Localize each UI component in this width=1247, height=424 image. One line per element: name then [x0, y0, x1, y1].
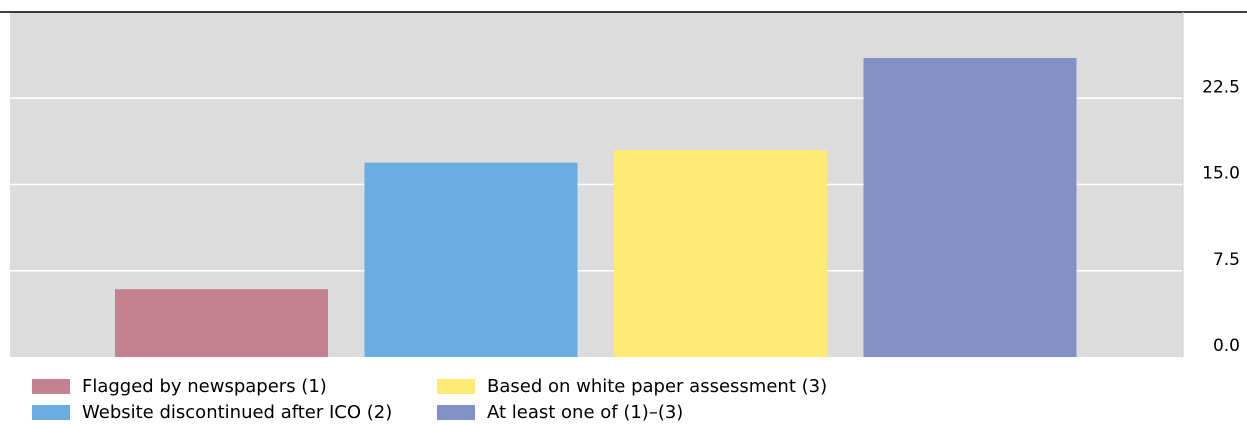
bar [614, 150, 827, 357]
legend-swatch [32, 404, 70, 420]
legend-item-newspapers: Flagged by newspapers (1) [32, 374, 437, 398]
legend-label: Based on white paper assessment (3) [487, 375, 828, 397]
bar [364, 162, 578, 357]
y-tick-label: 15.0 [1202, 164, 1240, 184]
legend-label: Flagged by newspapers (1) [82, 375, 327, 397]
bar [115, 289, 328, 357]
bar [863, 58, 1077, 357]
legend-item-website: Website discontinued after ICO (2) [32, 400, 437, 424]
legend: Flagged by newspapers (1) Based on white… [32, 374, 857, 424]
legend-item-at-least-one: At least one of (1)–(3) [437, 400, 857, 424]
y-tick-label: 7.5 [1213, 250, 1240, 270]
legend-item-white-paper: Based on white paper assessment (3) [437, 374, 857, 398]
bars [115, 58, 1077, 357]
legend-label: Website discontinued after ICO (2) [82, 401, 393, 423]
bar-chart: 0.0 7.5 15.0 22.5 [0, 11, 1247, 357]
y-tick-labels: 0.0 7.5 15.0 22.5 [1202, 77, 1240, 356]
legend-swatch [32, 378, 70, 394]
y-tick-label: 0.0 [1213, 336, 1240, 356]
legend-label: At least one of (1)–(3) [487, 401, 684, 423]
legend-swatch [437, 404, 475, 420]
legend-swatch [437, 378, 475, 394]
y-tick-label: 22.5 [1202, 77, 1240, 97]
